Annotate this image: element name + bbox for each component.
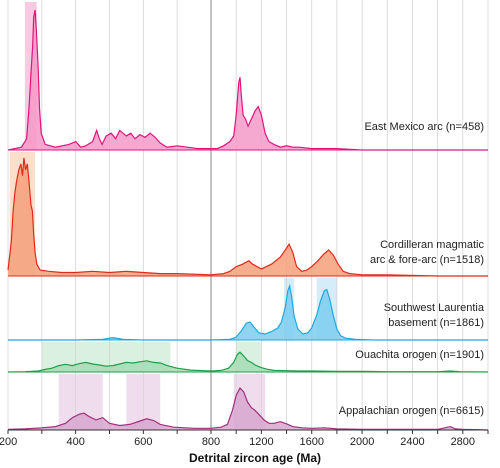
series-area-4 bbox=[8, 388, 488, 430]
series-label-1-1: arc & fore-arc (n=1518) bbox=[370, 254, 484, 266]
x-tick-label-2400: 2400 bbox=[400, 436, 424, 448]
series-label-4-0: Appalachian orogen (n=6615) bbox=[339, 405, 484, 417]
series-line-4 bbox=[7, 386, 489, 431]
series-line-3 bbox=[7, 351, 489, 373]
x-axis: 200 400 600 800 1200 1600 2000 2400 2800 bbox=[0, 429, 489, 448]
series-line-0 bbox=[7, 9, 488, 151]
x-tick-label-2800: 2800 bbox=[451, 436, 475, 448]
x-tick-label-800: 800 bbox=[202, 436, 220, 448]
series-label-2-1: basement (n=1861) bbox=[388, 317, 484, 329]
x-tick-label-600: 600 bbox=[134, 436, 152, 448]
x-tick-label-1600: 1600 bbox=[299, 436, 323, 448]
x-axis-label: Detrital zircon age (Ma) bbox=[189, 451, 321, 465]
x-tick-label-2000: 2000 bbox=[350, 436, 374, 448]
series-label-1-0: Cordilleran magmatic bbox=[380, 239, 484, 251]
series-area-3 bbox=[8, 352, 488, 372]
series-label-3-0: Ouachita orogen (n=1901) bbox=[355, 349, 484, 361]
grid-lines bbox=[7, 0, 489, 430]
x-tick-label-400: 400 bbox=[66, 436, 84, 448]
series-area-2 bbox=[8, 286, 488, 340]
series-line-1 bbox=[7, 157, 488, 277]
x-tick-label-1200: 1200 bbox=[249, 436, 273, 448]
series-label-2-0: Southwest Laurentia bbox=[384, 302, 485, 314]
x-tick-label-200: 200 bbox=[0, 436, 17, 448]
series-areas bbox=[7, 9, 489, 431]
series-label-0-0: East Mexico arc (n=458) bbox=[364, 121, 484, 133]
series-labels: East Mexico arc (n=458) Cordilleran magma… bbox=[339, 121, 485, 417]
